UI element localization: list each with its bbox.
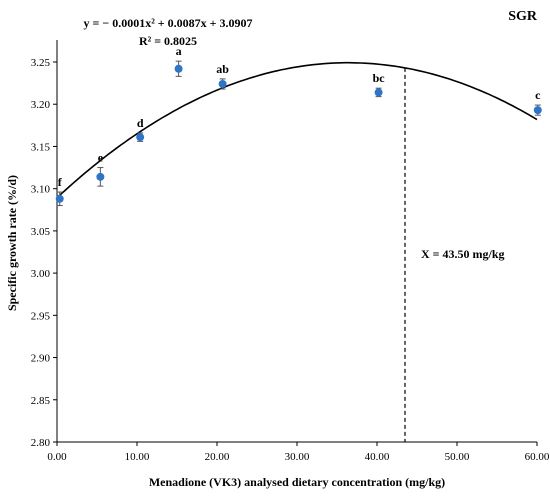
y-tick-label: 3.00 [31, 268, 51, 280]
y-tick-label: 2.85 [31, 395, 51, 407]
x-tick-label: 20.00 [205, 451, 230, 463]
data-point [136, 133, 145, 142]
data-point-group: d [136, 116, 145, 142]
x-tick-label: 10.00 [125, 451, 150, 463]
y-axis-ticks: 2.80 2.85 2.90 2.95 3.00 3.05 3.10 3.15 3.20 3.25 [31, 57, 57, 449]
y-tick-label: 3.10 [31, 184, 51, 196]
y-tick-label: 2.80 [31, 437, 51, 449]
chart-title: SGR [508, 9, 538, 24]
data-point-group: e [96, 151, 105, 187]
significance-letter: f [58, 175, 63, 189]
y-axis-label: Specific growth rate (%/d) [5, 175, 19, 311]
significance-letter: ab [216, 62, 229, 76]
data-point-group: ab [216, 62, 229, 90]
significance-letter: a [176, 44, 182, 58]
y-tick-label: 2.90 [31, 353, 51, 365]
fit-equation: y = − 0.0001x² + 0.0087x + 3.0907 [84, 16, 253, 30]
data-point [374, 88, 383, 97]
significance-letter: bc [373, 71, 386, 85]
x-tick-label: 60.00 [525, 451, 550, 463]
data-point [174, 64, 183, 73]
y-tick-label: 3.20 [31, 99, 51, 111]
data-point-group: a [174, 44, 183, 77]
x-tick-label: 40.00 [365, 451, 390, 463]
x-tick-label: 50.00 [445, 451, 470, 463]
significance-letter: e [98, 151, 104, 165]
fit-curve [56, 61, 538, 199]
data-point-group: bc [373, 71, 386, 98]
x-axis-ticks: 0.00 10.00 20.00 30.00 40.00 50.00 60.00 [47, 442, 550, 463]
data-point [533, 106, 542, 115]
y-tick-label: 2.95 [31, 310, 51, 322]
data-point-group: c [533, 88, 542, 116]
x-axis-label: Menadione (VK3) analysed dietary concent… [149, 475, 445, 489]
y-tick-label: 3.15 [31, 141, 51, 153]
optimum-label: X = 43.50 mg/kg [421, 247, 505, 261]
x-tick-label: 30.00 [285, 451, 310, 463]
data-point [218, 79, 227, 88]
significance-letter: d [137, 116, 144, 130]
data-point [96, 172, 105, 181]
r-squared: R² = 0.8025 [139, 34, 197, 48]
x-tick-label: 0.00 [47, 451, 67, 463]
significance-letter: c [535, 88, 541, 102]
y-tick-label: 3.25 [31, 57, 51, 69]
y-tick-label: 3.05 [31, 226, 51, 238]
data-points: f e d a ab bc c [55, 44, 542, 207]
data-point [55, 194, 64, 203]
data-point-group: f [55, 175, 64, 207]
